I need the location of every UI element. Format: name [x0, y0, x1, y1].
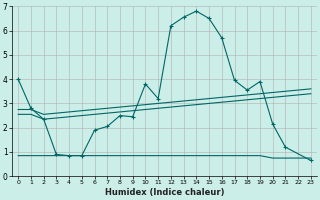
X-axis label: Humidex (Indice chaleur): Humidex (Indice chaleur) — [105, 188, 224, 197]
